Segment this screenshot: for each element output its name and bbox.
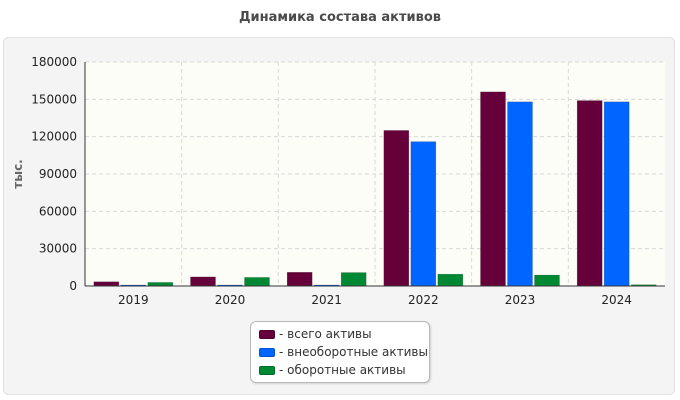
bar [437, 273, 464, 287]
x-tick-label: 2020 [215, 293, 246, 307]
bar [93, 281, 120, 287]
legend-swatch [259, 329, 275, 339]
bar [534, 274, 560, 287]
x-tick-label: 2021 [311, 293, 342, 307]
bar [286, 272, 313, 287]
legend-item: - внеоборотные активы [259, 343, 429, 361]
x-tick-label: 2019 [118, 293, 149, 307]
y-tick-label: 90000 [39, 167, 77, 181]
y-tick-label: 120000 [31, 130, 77, 144]
bar [480, 91, 506, 287]
bar [507, 101, 533, 287]
chart-title: Динамика состава активов [238, 10, 442, 25]
bars [93, 91, 657, 287]
x-tick-label: 2023 [505, 293, 536, 307]
legend: - всего активы - внеоборотные активы - обо… [250, 321, 430, 383]
x-tick-label: 2024 [601, 293, 632, 307]
y-axis-label: тыс. [11, 159, 25, 188]
y-tick-label: 0 [69, 279, 77, 293]
bar [244, 277, 270, 287]
y-tick-label: 30000 [39, 242, 77, 256]
y-tick-label: 150000 [31, 92, 77, 106]
grid-lines [85, 61, 665, 286]
y-tick-label: 180000 [31, 55, 77, 69]
legend-item: - всего активы [259, 325, 429, 343]
legend-swatch [259, 347, 275, 357]
bar [410, 141, 437, 287]
bar [147, 282, 174, 287]
y-tick-label: 60000 [39, 204, 77, 218]
legend-label: - внеоборотные активы [279, 345, 428, 359]
legend-label: - всего активы [279, 327, 372, 341]
legend-item: - оборотные активы [259, 361, 429, 379]
bar [340, 272, 367, 287]
legend-label: - оборотные активы [279, 363, 406, 377]
legend-swatch [259, 365, 275, 375]
bar [190, 276, 216, 287]
bar [603, 101, 630, 287]
bar [576, 100, 603, 287]
x-tick-label: 2022 [408, 293, 439, 307]
bar [383, 130, 410, 287]
axes: 0 30000 60000 90000 120000 150000 180000 2019 20… [31, 55, 665, 307]
